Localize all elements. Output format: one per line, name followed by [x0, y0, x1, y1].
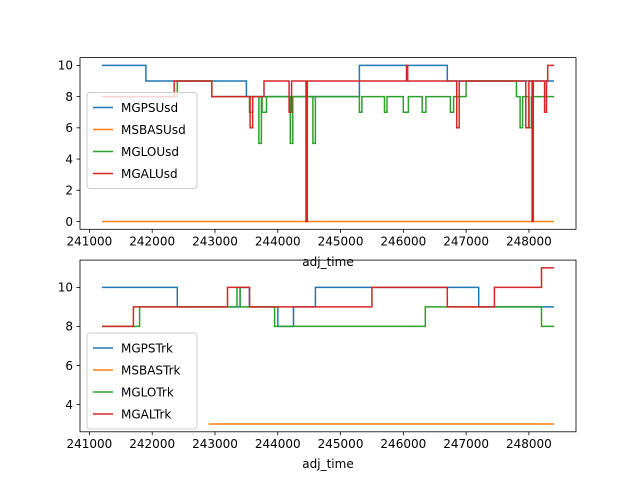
x-tick-label: 241000: [67, 437, 113, 451]
x-tick-label: 241000: [67, 234, 113, 248]
legend-label-MSBASTrk: MSBASTrk: [121, 363, 181, 377]
y-tick-label: 2: [65, 184, 73, 198]
top-subplot-lines: [102, 64, 554, 223]
x-tick-label: 246000: [380, 437, 426, 451]
x-tick-label: 247000: [443, 437, 489, 451]
x-tick-label: 246000: [380, 234, 426, 248]
y-tick-label: 8: [65, 90, 73, 104]
legend-box: [86, 332, 198, 430]
top-subplot-frame: [79, 57, 577, 230]
x-tick-label: 242000: [129, 437, 175, 451]
y-tick-label: 0: [65, 215, 73, 229]
x-tick-label: 244000: [255, 234, 301, 248]
top-subplot-x-ticks: 241000 242000 243000 244000 245000 246000 2470…: [67, 229, 552, 248]
legend-label-MGLOTrk: MGLOTrk: [121, 385, 174, 399]
x-tick-label: 248000: [506, 437, 552, 451]
bottom-subplot-frame: [79, 259, 577, 433]
y-tick-label: 6: [65, 359, 73, 373]
top-subplot-legend: MGPSUsd MSBASUsd MGLOUsd MGALUsd: [86, 92, 198, 189]
legend-box: [86, 92, 198, 189]
legend-label-MGALUsd: MGALUsd: [121, 167, 178, 181]
x-tick-label: 247000: [443, 234, 489, 248]
top-subplot-y-ticks: 0 2 4 6 8 10: [58, 59, 80, 229]
bottom-subplot-y-ticks: 4 6 8 10: [58, 281, 80, 412]
y-tick-label: 10: [58, 281, 73, 295]
legend-label-MSBASUsd: MSBASUsd: [121, 123, 186, 137]
bottom-subplot-x-axis-label: adj_time: [302, 457, 353, 471]
legend-label-MGPSUsd: MGPSUsd: [121, 101, 178, 115]
bottom-subplot-legend: MGPSTrk MSBASTrk MGLOTrk MGALTrk: [86, 332, 198, 430]
bottom-subplot-x-ticks: 241000 242000 243000 244000 245000 246000 2470…: [67, 431, 552, 451]
legend-label-MGPSTrk: MGPSTrk: [121, 341, 173, 355]
top-subplot-x-axis-label: adj_time: [302, 255, 353, 269]
x-tick-label: 243000: [192, 437, 238, 451]
x-tick-label: 248000: [506, 234, 552, 248]
bottom-subplot: 241000 242000 243000 244000 245000 246000 2470…: [58, 259, 577, 471]
top-subplot: 241000 242000 243000 244000 245000 246000 2470…: [58, 57, 577, 269]
series-line-MGALUsd: [102, 64, 554, 223]
x-tick-label: 245000: [318, 437, 364, 451]
y-tick-label: 4: [65, 152, 73, 166]
x-tick-label: 242000: [129, 234, 175, 248]
series-line-MGALTrk: [102, 267, 554, 328]
legend-label-MGALTrk: MGALTrk: [121, 407, 171, 421]
legend-label-MGLOUsd: MGLOUsd: [121, 145, 179, 159]
bottom-subplot-lines: [102, 267, 554, 425]
y-tick-label: 6: [65, 121, 73, 135]
x-tick-label: 244000: [255, 437, 301, 451]
x-tick-label: 245000: [318, 234, 364, 248]
series-line-MGLOUsd: [102, 80, 554, 145]
y-tick-label: 4: [65, 398, 73, 412]
y-tick-label: 10: [58, 59, 73, 73]
x-tick-label: 243000: [192, 234, 238, 248]
y-tick-label: 8: [65, 320, 73, 334]
